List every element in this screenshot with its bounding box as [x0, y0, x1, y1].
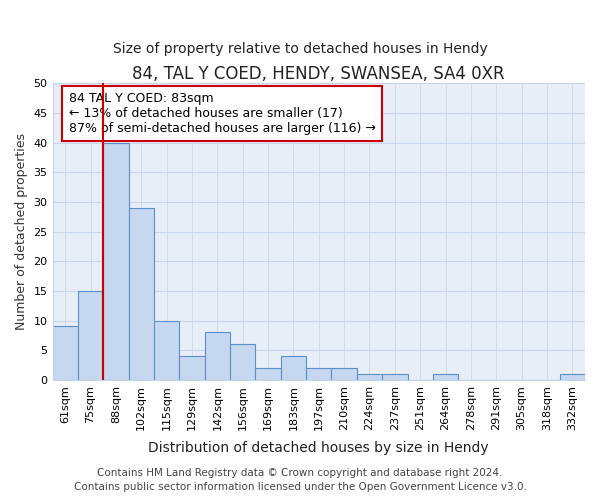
Bar	[179, 356, 205, 380]
Bar	[154, 320, 179, 380]
Bar	[53, 326, 78, 380]
Text: 84 TAL Y COED: 83sqm
← 13% of detached houses are smaller (17)
87% of semi-detac: 84 TAL Y COED: 83sqm ← 13% of detached h…	[68, 92, 376, 135]
Bar	[103, 142, 128, 380]
Title: 84, TAL Y COED, HENDY, SWANSEA, SA4 0XR: 84, TAL Y COED, HENDY, SWANSEA, SA4 0XR	[133, 65, 505, 83]
Bar	[230, 344, 256, 380]
Text: Contains HM Land Registry data © Crown copyright and database right 2024.
Contai: Contains HM Land Registry data © Crown c…	[74, 468, 526, 492]
Text: Size of property relative to detached houses in Hendy: Size of property relative to detached ho…	[113, 42, 487, 56]
Bar	[331, 368, 357, 380]
Bar	[357, 374, 382, 380]
Bar	[281, 356, 306, 380]
X-axis label: Distribution of detached houses by size in Hendy: Distribution of detached houses by size …	[148, 441, 489, 455]
Bar	[433, 374, 458, 380]
Bar	[382, 374, 407, 380]
Bar	[205, 332, 230, 380]
Bar	[78, 291, 103, 380]
Y-axis label: Number of detached properties: Number of detached properties	[15, 133, 28, 330]
Bar	[256, 368, 281, 380]
Bar	[306, 368, 331, 380]
Bar	[128, 208, 154, 380]
Bar	[560, 374, 585, 380]
